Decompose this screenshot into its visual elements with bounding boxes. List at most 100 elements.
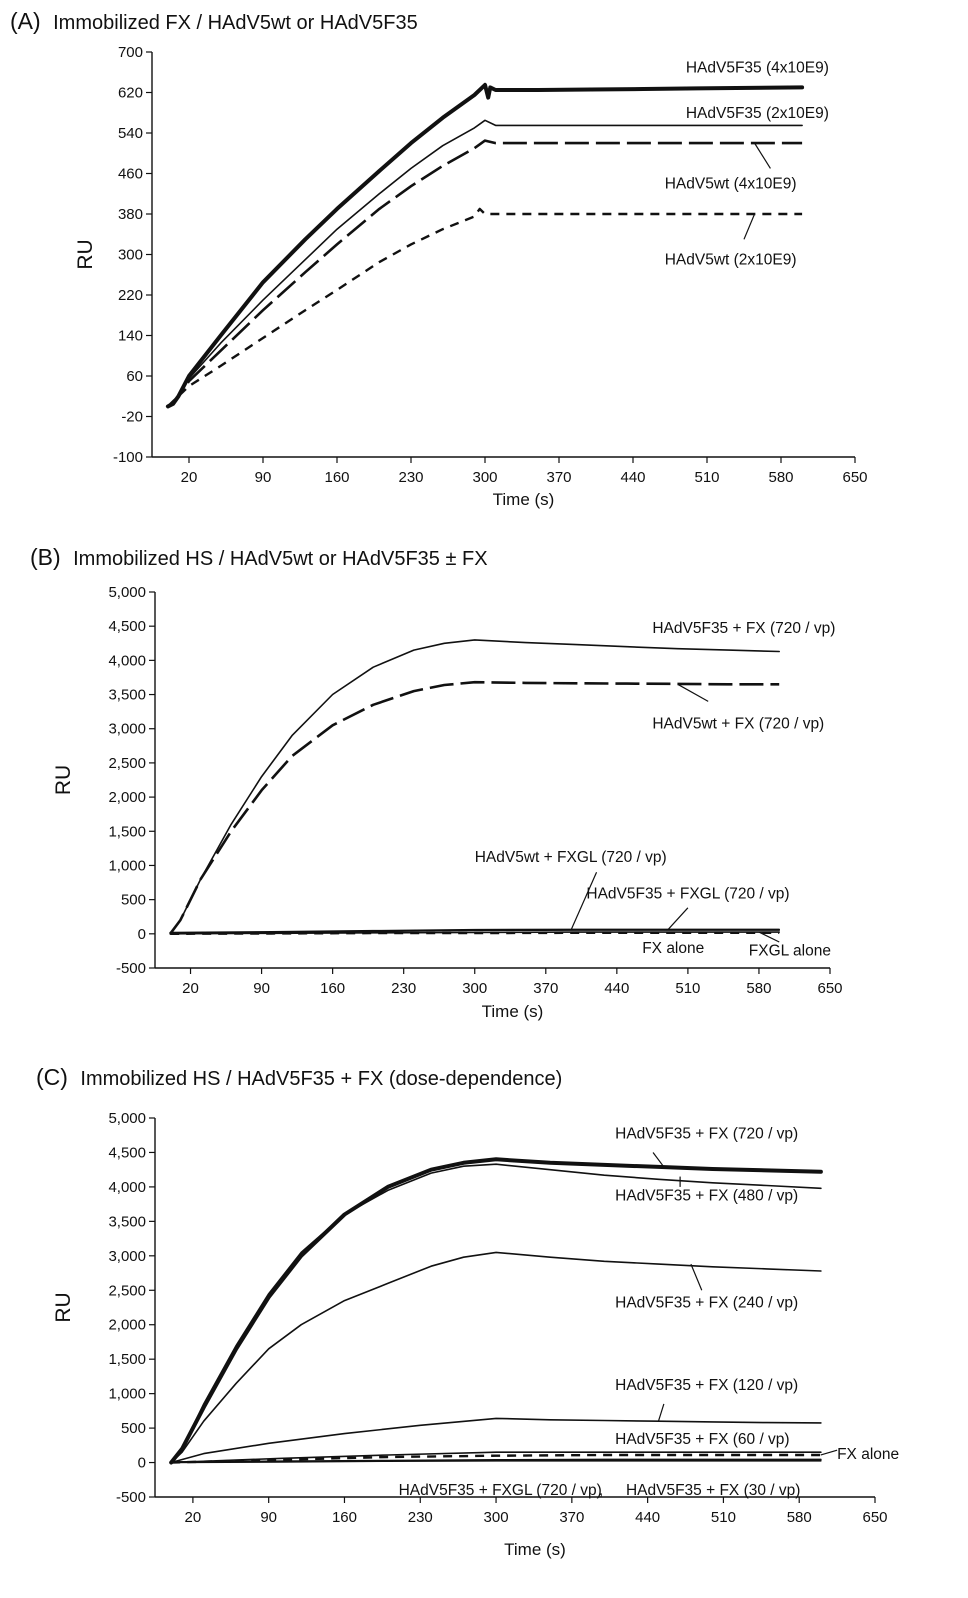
chart-1-x-axis-label: Time (s) — [493, 490, 555, 509]
chart-2-x-axis-label: Time (s) — [482, 1002, 544, 1021]
chart-3-x-tick-label: 20 — [185, 1509, 202, 1526]
chart-3-series-line-3 — [170, 1251, 822, 1464]
chart-1-leader-line-2 — [743, 213, 756, 240]
chart-1-x-tick-label: 20 — [181, 469, 198, 486]
chart-3-series-line-5 — [170, 1451, 822, 1464]
chart-3-series-label-8: HAdV5F35 + FX (30 / vp) — [626, 1482, 800, 1499]
chart-1-x-tick-label: 510 — [694, 469, 719, 486]
panel-c-header: (C) Immobilized HS / HAdV5F35 + FX (dose… — [36, 1064, 562, 1091]
chart-1-x-tick-label: 370 — [546, 469, 571, 486]
chart-3-y-tick-label: 1,500 — [108, 1351, 146, 1368]
chart-2-series-label-4: HAdV5F35 + FXGL (720 / vp) — [586, 885, 789, 902]
chart-3-x-tick-label: 510 — [711, 1509, 736, 1526]
chart-2-x-tick-label: 230 — [391, 980, 416, 997]
chart-2-x-tick-label: 650 — [817, 980, 842, 997]
panel-c: (C) Immobilized HS / HAdV5F35 + FX (dose… — [0, 1058, 968, 1598]
chart-2-y-tick-label: 4,500 — [108, 618, 146, 635]
chart-3-y-tick-label: 4,000 — [108, 1179, 146, 1196]
chart-1-y-tick-label: -100 — [113, 449, 143, 466]
chart-1-y-tick-label: 540 — [118, 125, 143, 142]
chart-1-y-tick-label: 460 — [118, 166, 143, 183]
chart-2-series-line-1 — [169, 639, 781, 935]
chart-3-separator-1: , — [599, 1482, 603, 1499]
chart-3-y-tick-label: 1,000 — [108, 1386, 146, 1403]
panel-a-chart: -100 -20 60 140 220 300 380 460 540 620 700 20 90 160… — [74, 44, 868, 509]
chart-3-series-line-1 — [169, 1157, 823, 1465]
chart-1-series-line-1 — [165, 82, 805, 409]
chart-3-y-tick-label: 3,000 — [108, 1248, 146, 1265]
chart-3-x-axis-label: Time (s) — [504, 1540, 566, 1559]
chart-1-x-tick-label: 440 — [620, 469, 645, 486]
chart-2-x-tick-label: 300 — [462, 980, 487, 997]
panel-b-chart: -500 0 500 1,000 1,500 2,000 2,500 3,000 3,500 4,… — [52, 584, 843, 1021]
chart-3-y-tick-label: 2,000 — [108, 1317, 146, 1334]
chart-3-y-tick-label: 500 — [121, 1420, 146, 1437]
chart-3-leader-line-1 — [652, 1152, 665, 1168]
chart-1-x-tick-label: 580 — [768, 469, 793, 486]
chart-2-series-label-2: HAdV5wt + FX (720 / vp) — [652, 716, 824, 733]
panel-a-header: (A) Immobilized FX / HAdV5wt or HAdV5F35 — [10, 8, 418, 35]
chart-1-series-line-3 — [166, 139, 803, 408]
chart-3-series-label-1: HAdV5F35 + FX (720 / vp) — [615, 1126, 798, 1143]
chart-3-x-tick-label: 650 — [862, 1509, 887, 1526]
chart-3-series-line-6 — [171, 1453, 821, 1464]
chart-2-series-line-2 — [169, 680, 780, 935]
chart-2-leader-line-4 — [758, 931, 780, 943]
chart-1-x-tick-label: 650 — [842, 469, 867, 486]
chart-2-x-tick-label: 440 — [604, 980, 629, 997]
chart-3-x-tick-label: 370 — [559, 1509, 584, 1526]
chart-1-y-tick-label: 140 — [118, 328, 143, 345]
chart-3-leader-line-5 — [820, 1449, 838, 1456]
panel-c-title: Immobilized HS / HAdV5F35 + FX (dose-dep… — [80, 1068, 563, 1090]
panel-c-chart: -500 0 500 1,000 1,500 2,000 2,500 3,000 3,500 4,… — [52, 1110, 899, 1559]
chart-3-leader-line-4 — [657, 1403, 665, 1422]
chart-3-y-tick-label: -500 — [116, 1489, 146, 1506]
chart-1-x-tick-label: 300 — [472, 469, 497, 486]
chart-1-y-tick-label: 380 — [118, 206, 143, 223]
chart-1-y-axis-label: RU — [74, 239, 97, 269]
chart-2-series-label-5: FX alone — [642, 940, 704, 957]
chart-3-y-tick-label: 3,500 — [108, 1213, 146, 1230]
chart-1-y-tick-label: -20 — [121, 409, 143, 426]
chart-1-x-tick-label: 230 — [398, 469, 423, 486]
chart-3-series-label-5: HAdV5F35 + FX (60 / vp) — [615, 1431, 789, 1448]
chart-2-x-tick-label: 510 — [675, 980, 700, 997]
chart-1-y-tick-label: 700 — [118, 44, 143, 61]
chart-3-x-tick-label: 90 — [260, 1509, 277, 1526]
chart-3-series-label-7: HAdV5F35 + FXGL (720 / vp) — [399, 1482, 602, 1499]
panel-b: (B) Immobilized HS / HAdV5wt or HAdV5F35… — [0, 530, 968, 1058]
chart-3-series-line-4 — [170, 1417, 822, 1464]
chart-2-y-tick-label: 2,000 — [108, 789, 146, 806]
chart-2-x-tick-label: 160 — [320, 980, 345, 997]
chart-2-y-tick-label: 4,000 — [108, 652, 146, 669]
chart-1-y-tick-label: 300 — [118, 247, 143, 264]
chart-3-x-tick-label: 160 — [332, 1509, 357, 1526]
chart-3-series-label-2: HAdV5F35 + FX (480 / vp) — [615, 1188, 798, 1205]
chart-1-y-tick-label: 60 — [126, 368, 143, 385]
chart-1-leader-line-1 — [754, 142, 771, 169]
chart-2-x-tick-label: 90 — [253, 980, 270, 997]
chart-1-series-label-1: HAdV5F35 (4x10E9) — [686, 59, 829, 76]
chart-2-x-tick-label: 580 — [746, 980, 771, 997]
panel-a-title: Immobilized FX / HAdV5wt or HAdV5F35 — [53, 12, 418, 34]
panel-c-letter: (C) — [36, 1064, 68, 1090]
chart-2-leader-line-3 — [667, 907, 689, 931]
chart-1-y-tick-label: 220 — [118, 287, 143, 304]
panel-a: (A) Immobilized FX / HAdV5wt or HAdV5F35… — [0, 0, 968, 530]
chart-3-series-label-4: HAdV5F35 + FX (120 / vp) — [615, 1377, 798, 1394]
chart-2-series-line-6 — [169, 931, 781, 935]
chart-3-series-line-8 — [170, 1459, 822, 1464]
chart-2-y-tick-label: 1,500 — [108, 823, 146, 840]
chart-3-x-tick-label: 230 — [408, 1509, 433, 1526]
chart-1-series-label-4: HAdV5wt (2x10E9) — [665, 252, 797, 269]
panel-a-letter: (A) — [10, 8, 41, 34]
chart-2-leader-line-2 — [570, 872, 598, 930]
panel-b-title: Immobilized HS / HAdV5wt or HAdV5F35 ± F… — [73, 548, 488, 570]
chart-3-y-tick-label: 4,500 — [108, 1144, 146, 1161]
chart-3-y-tick-label: 5,000 — [108, 1110, 146, 1127]
chart-1-series-label-2: HAdV5F35 (2x10E9) — [686, 105, 829, 122]
chart-3-y-axis-label: RU — [52, 1292, 75, 1322]
chart-1-y-tick-label: 620 — [118, 85, 143, 102]
chart-2-y-tick-label: 5,000 — [108, 584, 146, 601]
chart-3-series-label-3: HAdV5F35 + FX (240 / vp) — [615, 1295, 798, 1312]
